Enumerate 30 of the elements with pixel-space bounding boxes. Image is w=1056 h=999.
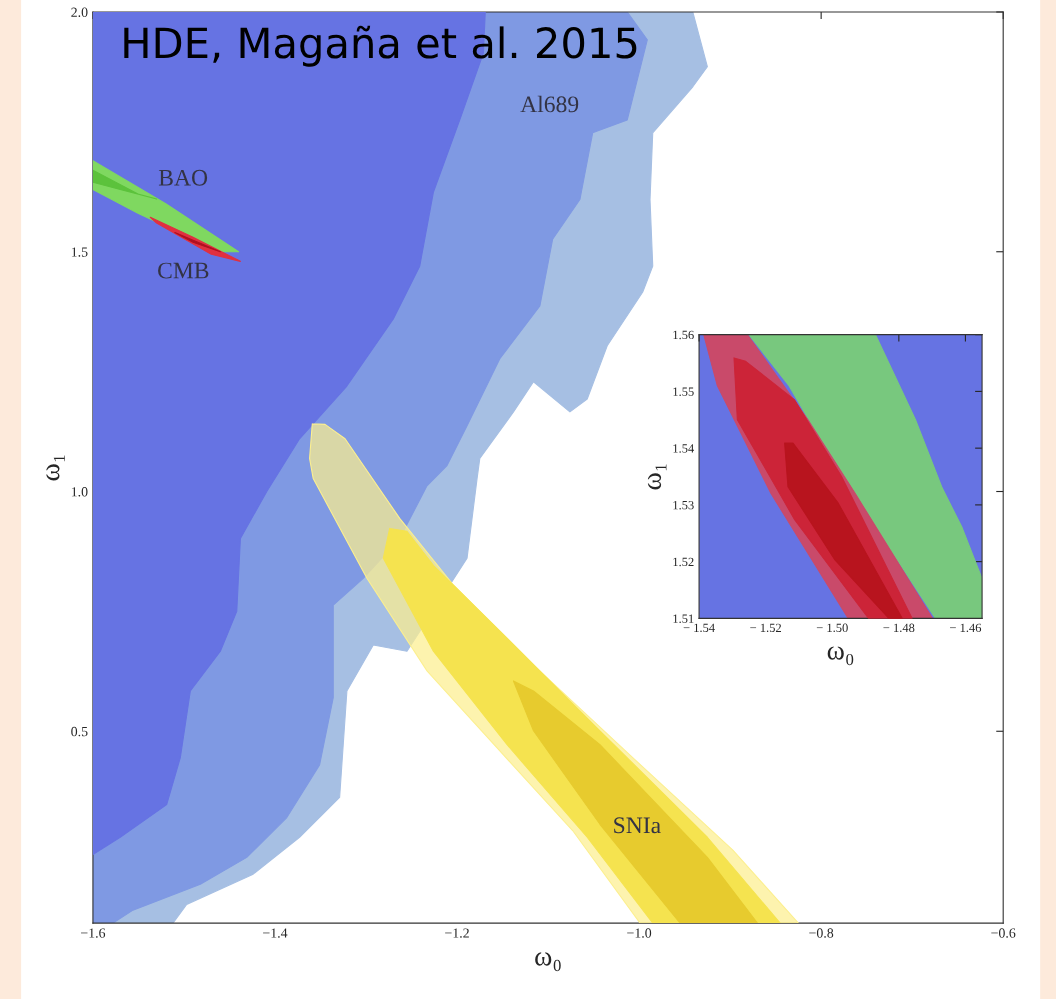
y-axis-title: ω₁ (46, 455, 65, 481)
x-tick-label: −0.8 (809, 928, 834, 938)
y-tick-label: 1.55 (673, 387, 694, 396)
x-tick-label: −1.6 (81, 928, 106, 938)
y-axis-title: ω₁ (647, 464, 667, 490)
series-label: Al689 (520, 95, 579, 113)
y-tick-label: 1.0 (71, 487, 88, 497)
y-tick-label: 1.5 (71, 247, 88, 257)
x-tick-label: −1.2 (445, 928, 469, 938)
x-axis-title: ω₀ (535, 952, 561, 972)
y-tick-label: 1.51 (673, 614, 694, 623)
y-tick-label: 0.5 (71, 726, 88, 737)
x-tick-label: −1.4 (263, 928, 288, 938)
y-tick-label: 1.56 (673, 330, 694, 340)
x-tick-label: −1.0 (627, 928, 652, 938)
x-tick-label: − 1.46 (950, 623, 982, 633)
chart-title: HDE, Magaña et al. 2015 (124, 25, 637, 67)
x-tick-label: −0.6 (991, 928, 1016, 938)
x-tick-label: − 1.52 (750, 623, 781, 633)
series-label: SNIa (614, 817, 661, 834)
y-tick-label: 1.52 (673, 557, 694, 567)
y-tick-label: 1.53 (673, 500, 694, 510)
series-label: BAO (158, 169, 208, 186)
y-tick-label: 2.0 (71, 7, 88, 17)
x-tick-label: − 1.54 (683, 623, 715, 633)
x-tick-label: − 1.50 (816, 623, 848, 633)
x-axis-title: ω₀ (827, 646, 854, 666)
x-tick-label: − 1.48 (883, 623, 915, 633)
y-tick-label: 1.54 (673, 444, 695, 453)
series-label: CMB (158, 262, 209, 279)
